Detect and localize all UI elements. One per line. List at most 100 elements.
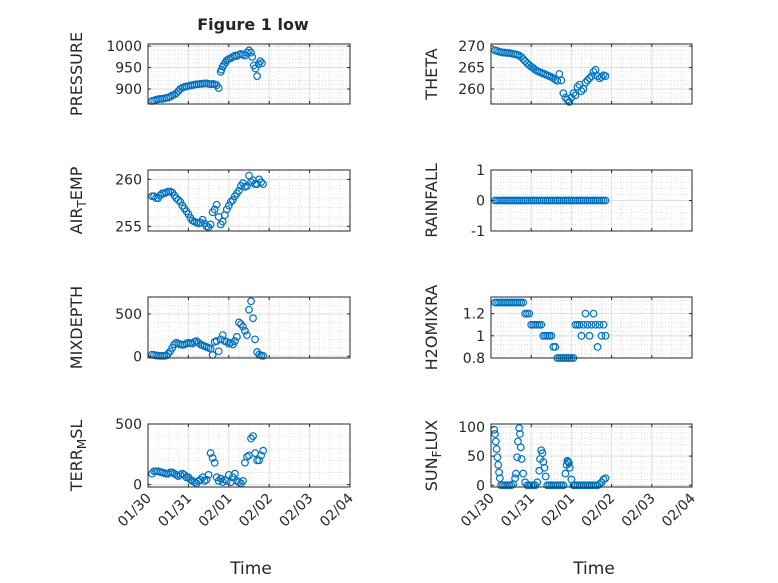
subplot-sun-flux: 0 50 100 01/30 01/31 02/01 02/02 02/03 02/04 SUNF… (422, 420, 699, 531)
data-point (210, 458, 219, 467)
data-point (519, 55, 528, 63)
data-point (575, 320, 584, 329)
data-point (239, 322, 247, 331)
y-tick-label: 260 (115, 172, 142, 188)
y-tick-label: 100 (458, 420, 485, 436)
data-point (516, 443, 525, 452)
data-series (148, 432, 268, 488)
data-series (148, 171, 268, 232)
data-point (569, 89, 578, 98)
data-point (208, 454, 217, 462)
data-point (517, 455, 526, 463)
data-point (583, 320, 592, 329)
data-point (222, 56, 231, 65)
data-point (206, 449, 215, 457)
data-point (180, 470, 189, 479)
data-point (493, 453, 502, 462)
data-point (581, 78, 590, 87)
data-point (516, 430, 524, 438)
data-point (549, 74, 558, 83)
y-tick-label: -1 (471, 224, 485, 240)
data-point (259, 351, 268, 360)
x-tick-label: 02/04 (317, 490, 357, 530)
data-point (218, 478, 227, 487)
data-point (601, 474, 610, 483)
data-point (214, 347, 223, 356)
data-point (540, 463, 549, 472)
subplot-h2omixra: 0.8 1 1.2 H2OMIXRA (422, 285, 693, 370)
x-axis-label-left: Time (229, 559, 272, 579)
data-point (226, 198, 235, 206)
x-tick-label: 02/02 (236, 491, 276, 531)
y-tick-label: 1.2 (463, 307, 485, 323)
data-point (256, 57, 265, 66)
data-point (601, 72, 610, 81)
data-point (194, 338, 203, 347)
data-point (210, 205, 219, 214)
data-point (491, 430, 499, 438)
y-tick-label: 270 (458, 39, 485, 55)
data-point (513, 453, 522, 462)
axes-box (490, 423, 693, 488)
data-point (226, 338, 235, 347)
y-axis-label: MIXDEPTH (67, 286, 86, 369)
data-point (491, 437, 500, 446)
data-point (531, 65, 540, 74)
data-point (166, 92, 175, 101)
data-point (601, 196, 610, 205)
y-tick-label: 265 (458, 61, 485, 77)
data-point (547, 73, 556, 81)
data-point (245, 305, 253, 314)
y-tick-label: 260 (458, 82, 485, 98)
y-tick-label: 0 (133, 478, 142, 494)
x-tick-label: 01/31 (498, 491, 538, 531)
data-point (257, 451, 266, 460)
y-axis-label: AIRTEMP (67, 166, 89, 234)
data-point (249, 314, 257, 323)
data-point (515, 424, 524, 432)
data-point (519, 469, 528, 478)
data-series (490, 424, 610, 490)
data-point (517, 52, 526, 61)
data-point (162, 351, 171, 360)
data-point (565, 463, 574, 472)
data-point (494, 460, 503, 469)
y-tick-label: 0 (476, 478, 485, 494)
axes-box (147, 169, 351, 232)
data-point (521, 57, 530, 66)
x-tick-label: 02/01 (196, 491, 236, 531)
data-point (234, 318, 243, 327)
data-point (206, 220, 215, 229)
x-tick-label: 01/30 (458, 491, 498, 531)
data-point (224, 201, 233, 210)
subplot-terr-msl: 0 500 01/30 01/31 02/01 02/02 02/03 02/04 TERRMS… (67, 417, 357, 530)
y-tick-label: 0.8 (463, 351, 485, 367)
y-axis-label: THETA (422, 48, 441, 100)
data-point (595, 320, 604, 329)
data-point (599, 320, 608, 329)
data-point (212, 200, 221, 209)
data-point (248, 52, 257, 61)
data-point (559, 89, 568, 98)
data-point (589, 309, 598, 318)
data-point (547, 331, 556, 340)
x-tick-label: 02/02 (579, 491, 619, 531)
data-point (579, 320, 588, 329)
data-point (533, 478, 542, 487)
y-tick-label: 255 (115, 219, 142, 235)
axes-box (147, 43, 351, 105)
data-point (241, 326, 249, 335)
data-point (247, 48, 255, 57)
data-point (172, 89, 181, 98)
y-tick-label: 1000 (106, 39, 142, 55)
figure-title: Figure 1 low (197, 15, 309, 34)
data-series (148, 297, 268, 360)
data-point (259, 446, 268, 455)
data-point (577, 87, 586, 96)
axes-box (147, 296, 351, 359)
y-tick-label: 1 (476, 163, 485, 179)
data-point (230, 337, 239, 345)
y-tick-label: 950 (115, 61, 142, 77)
